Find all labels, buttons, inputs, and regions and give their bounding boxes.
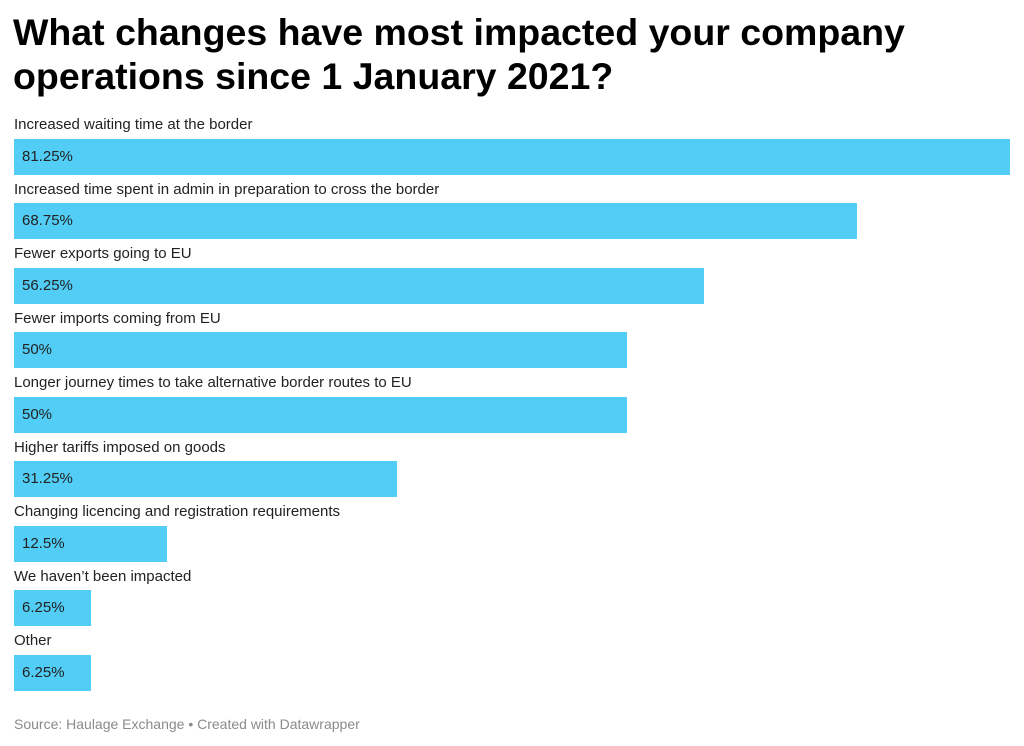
- bar-value-label: 81.25%: [22, 147, 73, 165]
- category-label: Fewer exports going to EU: [14, 245, 192, 262]
- chart-title: What changes have most impacted your com…: [13, 11, 905, 97]
- bar: [14, 590, 91, 626]
- bar: [14, 525, 167, 562]
- bar: [14, 396, 627, 433]
- bar-value-label: 56.25%: [22, 276, 73, 294]
- bar-value-label: 12.5%: [22, 534, 65, 552]
- category-label: Increased time spent in admin in prepara…: [14, 180, 440, 198]
- category-label: Longer journey times to take alternative…: [14, 374, 412, 391]
- bar-value-label: 6.25%: [22, 663, 65, 681]
- bar-value-label: 31.25%: [22, 470, 73, 487]
- bar-value-label: 50%: [22, 405, 53, 423]
- bar: [14, 332, 627, 368]
- bar: [14, 654, 91, 691]
- source-note: Source: Haulage Exchange • Created with …: [14, 716, 360, 732]
- category-label: Increased waiting time at the border: [14, 116, 253, 133]
- bar: [14, 138, 1010, 175]
- category-label: Changing licencing and registration requ…: [14, 503, 341, 520]
- bar-value-label: 68.75%: [22, 212, 73, 229]
- bar-value-label: 50%: [22, 341, 53, 358]
- category-label: Other: [14, 632, 52, 649]
- category-label: We haven’t been impacted: [14, 567, 192, 585]
- category-label: Higher tariffs imposed on goods: [14, 438, 226, 456]
- category-label: Fewer imports coming from EU: [14, 309, 221, 327]
- bar: [14, 461, 397, 497]
- bar-value-label: 6.25%: [22, 599, 65, 616]
- bar: [14, 203, 857, 239]
- bar: [14, 267, 704, 304]
